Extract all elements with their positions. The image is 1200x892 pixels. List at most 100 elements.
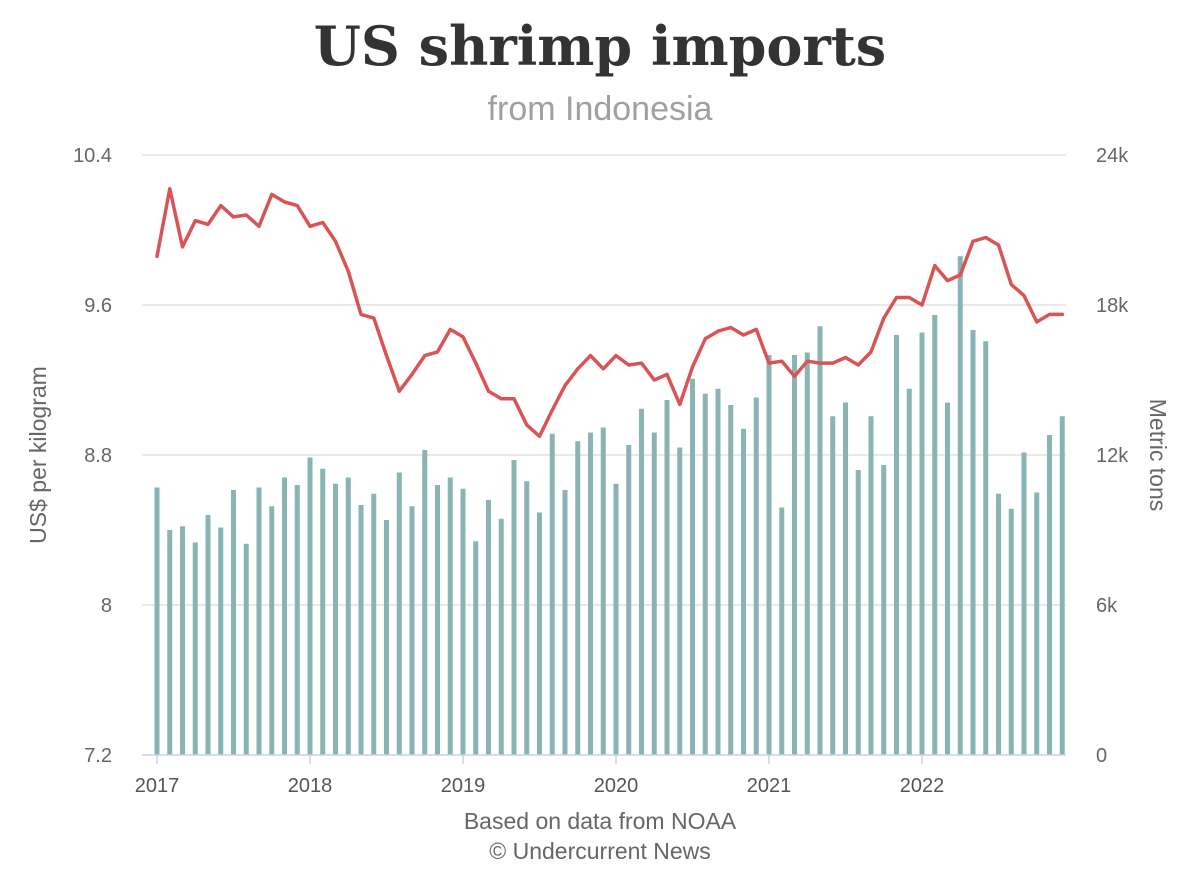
line-point xyxy=(206,222,210,226)
bar xyxy=(753,397,759,755)
bar xyxy=(256,487,262,755)
line-point xyxy=(435,350,440,354)
bar xyxy=(269,506,275,755)
right-tick-label: 6k xyxy=(1096,595,1118,617)
line-point xyxy=(614,354,618,358)
left-tick-label: 10.4 xyxy=(73,145,112,167)
bar xyxy=(422,450,428,755)
bar xyxy=(167,530,173,755)
line-point xyxy=(869,350,873,354)
line-point xyxy=(474,361,478,365)
line-point xyxy=(703,337,707,341)
left-tick-label: 8.8 xyxy=(84,445,112,467)
line-point xyxy=(805,359,809,363)
line-point xyxy=(168,187,172,191)
bar xyxy=(180,526,185,755)
bar xyxy=(702,393,708,755)
bar xyxy=(715,388,721,755)
line-point xyxy=(639,361,644,365)
line-point xyxy=(894,295,899,300)
right-tick-label: 12k xyxy=(1096,445,1129,467)
line-point xyxy=(576,367,580,371)
line-point xyxy=(563,384,567,388)
x-tick-label: 2022 xyxy=(900,775,945,797)
bar xyxy=(690,378,695,755)
bar xyxy=(792,355,797,755)
credit-source: Based on data from NOAA xyxy=(463,808,737,834)
bar xyxy=(1047,435,1052,755)
bar xyxy=(957,256,963,755)
right-tick-label: 18k xyxy=(1096,295,1129,317)
bar xyxy=(741,428,746,755)
line-point xyxy=(945,279,950,283)
chart-title: US shrimp imports xyxy=(313,14,887,78)
bar xyxy=(600,427,606,755)
line-point xyxy=(678,402,682,406)
bar xyxy=(664,400,670,755)
bar xyxy=(243,543,249,755)
bar xyxy=(333,483,338,755)
line-point xyxy=(410,372,414,376)
bar xyxy=(906,388,912,755)
line-point xyxy=(448,327,452,331)
line-point xyxy=(1035,320,1039,324)
bar xyxy=(817,326,823,755)
bar xyxy=(460,488,466,755)
bar xyxy=(562,490,568,755)
line-point xyxy=(257,224,261,228)
bar xyxy=(626,445,632,755)
x-tick-label: 2021 xyxy=(747,775,792,797)
line-point xyxy=(843,355,848,360)
bar xyxy=(830,416,836,755)
bar xyxy=(218,527,224,755)
line-point xyxy=(792,374,797,378)
bar xyxy=(345,477,351,755)
line-point xyxy=(384,354,389,358)
price-line xyxy=(155,187,1065,439)
bar xyxy=(435,485,440,755)
bar xyxy=(868,416,874,755)
line-point xyxy=(741,333,746,337)
bar xyxy=(1021,452,1027,755)
line-point xyxy=(831,361,835,365)
line-point xyxy=(729,325,733,330)
bar xyxy=(779,507,785,755)
line-point xyxy=(1060,312,1064,316)
line-point xyxy=(588,354,593,358)
line-point xyxy=(856,363,860,367)
bar xyxy=(651,432,657,755)
line-point xyxy=(665,372,669,376)
x-tick-label: 2019 xyxy=(441,775,486,797)
bar xyxy=(154,487,160,755)
line-point xyxy=(372,316,376,320)
line-point xyxy=(333,239,338,243)
bar xyxy=(205,515,211,755)
bar xyxy=(524,481,530,755)
line-point xyxy=(512,397,516,401)
bar xyxy=(192,542,198,755)
line-point xyxy=(295,204,299,208)
line-point xyxy=(754,327,758,331)
line-point xyxy=(231,215,236,219)
bar xyxy=(549,433,555,755)
bar xyxy=(843,402,848,755)
x-tick-label: 2017 xyxy=(135,775,180,797)
bar xyxy=(996,493,1001,755)
chart-subtitle: from Indonesia xyxy=(487,90,713,128)
line-point xyxy=(907,295,911,300)
bar xyxy=(945,402,950,755)
right-axis-title: Metric tons xyxy=(1145,399,1171,511)
line-point xyxy=(270,192,274,196)
line-point xyxy=(627,363,631,367)
line-point xyxy=(346,269,350,273)
left-tick-label: 9.6 xyxy=(84,295,112,317)
line-point xyxy=(971,239,975,243)
x-tick-label: 2020 xyxy=(594,775,639,797)
line-point xyxy=(193,219,197,223)
bar xyxy=(282,477,287,755)
bar xyxy=(231,490,236,755)
bar xyxy=(766,355,772,755)
line-point xyxy=(308,224,312,228)
line-point xyxy=(984,235,988,240)
